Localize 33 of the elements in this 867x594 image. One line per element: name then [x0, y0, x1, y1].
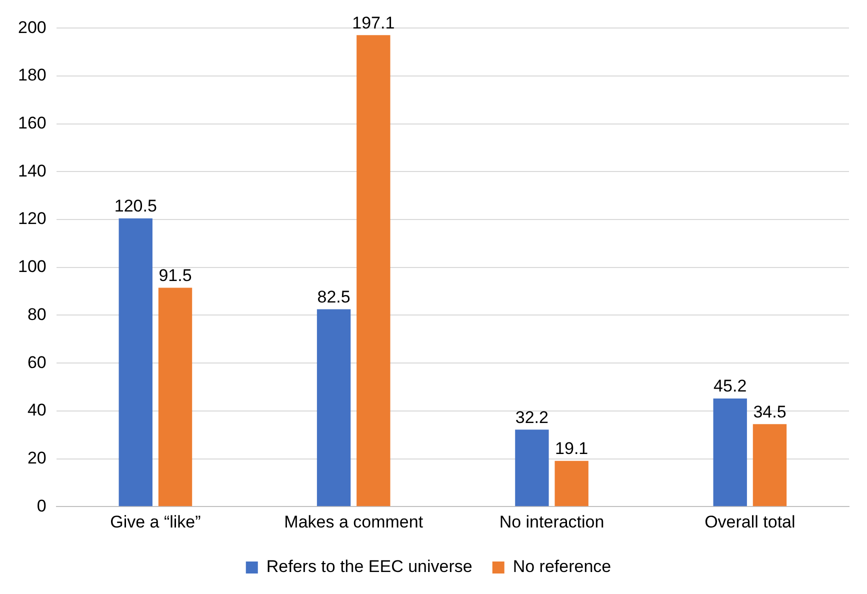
x-tick-label: Makes a comment	[284, 512, 424, 532]
y-tick-label: 60	[27, 352, 46, 372]
x-tick-label: Overall total	[704, 512, 796, 532]
y-tick-label: 100	[18, 257, 46, 276]
y-tick-label: 200	[18, 18, 46, 37]
x-tick-label: No interaction	[499, 512, 604, 532]
y-tick-label: 120	[18, 209, 46, 228]
bar	[713, 398, 747, 506]
bar	[158, 288, 192, 506]
data-label: 91.5	[158, 266, 192, 285]
data-label: 120.5	[114, 196, 157, 216]
data-label: 82.5	[317, 287, 350, 306]
bar	[118, 218, 152, 506]
bar	[316, 309, 351, 506]
y-tick-label: 180	[18, 66, 46, 85]
y-tick-label: 0	[36, 496, 46, 516]
bar	[752, 424, 787, 506]
data-label: 32.2	[515, 408, 548, 427]
y-tick-label: 80	[27, 304, 46, 324]
y-tick-label: 40	[27, 400, 46, 420]
bar	[356, 35, 390, 506]
legend-label: Refers to the EEC universe	[266, 557, 472, 576]
data-label: 19.1	[555, 439, 588, 458]
x-tick-label: Give a “like”	[110, 512, 202, 532]
y-tick-label: 160	[18, 114, 46, 133]
y-tick-label: 140	[18, 161, 46, 180]
bar	[554, 460, 588, 506]
legend-label: No reference	[512, 557, 612, 576]
bar	[515, 430, 549, 506]
data-label: 45.2	[714, 376, 747, 396]
data-label: 34.5	[753, 402, 786, 422]
y-tick-label: 20	[27, 448, 46, 468]
data-label: 197.1	[352, 13, 395, 32]
